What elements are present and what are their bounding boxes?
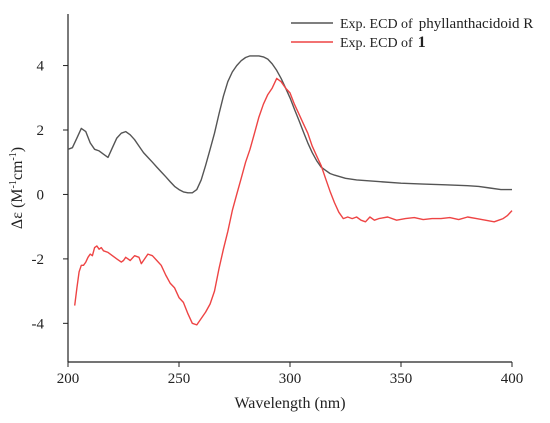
legend: Exp. ECD of phyllanthacidoid R Exp. ECD o… (291, 16, 533, 51)
y-axis-title-exp2: -1 (8, 152, 19, 160)
x-tick-label: 200 (57, 371, 80, 387)
y-tick-label: -4 (32, 316, 45, 332)
legend-prefix-phyllanthacidoid-r: Exp. ECD of (340, 17, 413, 32)
legend-name-phyllanthacidoid-r: phyllanthacidoid R (419, 16, 534, 32)
x-tick-label: 300 (279, 371, 302, 387)
legend-prefix-compound-1: Exp. ECD of (340, 36, 413, 51)
y-axis-title-mid: cm (9, 160, 26, 180)
x-tick-label: 250 (168, 371, 191, 387)
legend-label-phyllanthacidoid-r: Exp. ECD of phyllanthacidoid R (340, 16, 533, 32)
y-axis-title-exp1: -1 (8, 180, 19, 188)
y-tick-label: -2 (32, 252, 45, 268)
x-axis-title: Wavelength (nm) (234, 395, 345, 412)
y-tick-label: 4 (37, 59, 45, 75)
legend-label-compound-1: Exp. ECD of 1 (340, 34, 426, 51)
x-tick-label: 350 (390, 371, 413, 387)
y-tick-label: 0 (37, 187, 45, 203)
y-axis-title-prefix: Δε (M (9, 189, 26, 230)
y-tick-label: 2 (37, 123, 45, 139)
y-axis-title-suffix: ) (9, 147, 26, 152)
x-tick-label: 400 (501, 371, 524, 387)
axis-ticks: 200 250 300 350 400 -4 -2 0 2 4 (32, 59, 524, 387)
y-axis-title: Δε (M-1cm-1) (8, 147, 26, 229)
series-layer (67, 55, 513, 326)
series-line-compound-1 (74, 77, 513, 326)
series-line-phyllanthacidoid-r (67, 55, 512, 194)
legend-name-compound-1: 1 (418, 34, 426, 51)
